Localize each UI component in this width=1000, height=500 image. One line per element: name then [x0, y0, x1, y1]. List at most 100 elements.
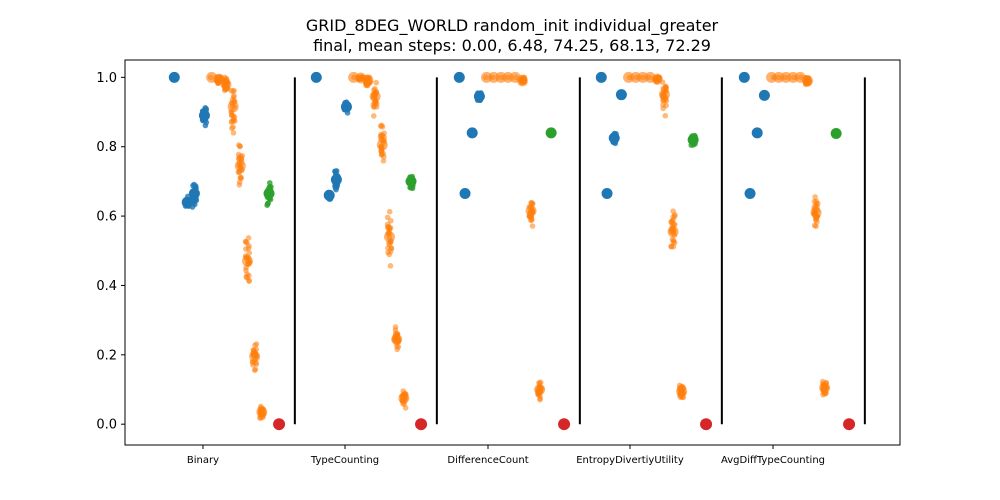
- mean-marker: [234, 160, 246, 172]
- y-axis: 0.0 0.2 0.4 0.6 0.8 1.0: [96, 71, 125, 433]
- mean-marker: [819, 382, 831, 394]
- y-tick-label: 0.2: [96, 348, 117, 363]
- y-tick-label: 0.4: [96, 279, 117, 294]
- mean-marker: [473, 90, 485, 102]
- mean-marker: [595, 71, 607, 83]
- axes-frame: [124, 59, 901, 446]
- data-point: [230, 130, 237, 136]
- plot-area: [168, 71, 866, 431]
- mean-marker: [383, 231, 395, 243]
- data-point: [529, 223, 536, 229]
- mean-marker: [700, 418, 713, 431]
- mean-marker: [273, 418, 286, 431]
- mean-marker: [615, 89, 627, 101]
- data-point: [384, 214, 391, 221]
- mean-marker: [608, 132, 620, 144]
- mean-marker: [658, 89, 670, 101]
- data-point: [528, 217, 534, 224]
- y-tick-label: 0.8: [96, 140, 117, 155]
- mean-marker: [667, 226, 679, 238]
- mean-marker: [198, 109, 210, 121]
- data-point: [387, 263, 394, 269]
- data-point: [394, 346, 400, 353]
- mean-marker: [744, 188, 756, 200]
- data-point: [659, 79, 666, 85]
- data-point: [370, 113, 377, 119]
- data-point: [266, 180, 273, 186]
- mean-marker: [256, 406, 268, 418]
- x-axis: Binary TypeCounting DifferenceCount Entropy…: [187, 445, 825, 466]
- mean-marker: [362, 75, 374, 87]
- mean-marker: [810, 207, 822, 219]
- mean-marker: [168, 71, 180, 83]
- mean-marker: [227, 101, 239, 113]
- mean-marker: [188, 188, 200, 200]
- mean-marker: [310, 71, 322, 83]
- data-point: [264, 200, 271, 207]
- mean-marker: [534, 384, 546, 396]
- data-point: [668, 243, 674, 250]
- data-point: [245, 235, 252, 241]
- x-tick-label: DifferenceCount: [447, 455, 528, 466]
- data-point: [384, 221, 391, 228]
- data-point: [246, 277, 252, 284]
- mean-marker: [758, 89, 770, 101]
- mean-marker: [751, 127, 763, 139]
- mean-marker: [249, 351, 261, 363]
- y-tick-label: 0.0: [96, 418, 117, 433]
- data-point: [242, 246, 249, 252]
- mean-marker: [323, 189, 335, 201]
- data-point: [252, 366, 259, 373]
- data-point: [814, 219, 820, 225]
- data-point: [244, 271, 250, 277]
- y-tick-label: 1.0: [96, 71, 117, 86]
- x-tick-label: AvgDiffTypeCounting: [721, 455, 825, 466]
- mean-marker: [676, 385, 688, 397]
- chart-title: GRID_8DEG_WORLD random_init individual_g…: [306, 16, 719, 36]
- mean-marker: [459, 188, 471, 200]
- mean-marker: [545, 127, 557, 139]
- data-point: [237, 175, 244, 181]
- mean-marker: [376, 139, 388, 151]
- data-point: [402, 405, 409, 411]
- data-point: [370, 101, 377, 108]
- data-point: [537, 395, 543, 402]
- mean-marker: [830, 128, 842, 140]
- mean-marker: [415, 418, 428, 431]
- mean-marker: [398, 392, 410, 404]
- data-point: [386, 208, 393, 215]
- x-tick-label: TypeCounting: [310, 455, 379, 466]
- data-point: [250, 362, 256, 368]
- data-point: [386, 251, 393, 258]
- data-point: [377, 123, 384, 129]
- mean-marker: [843, 418, 856, 431]
- data-point: [671, 239, 678, 246]
- data-point: [229, 96, 236, 103]
- x-tick-label: Binary: [187, 455, 219, 466]
- data-point: [229, 125, 235, 132]
- mean-marker: [330, 174, 342, 186]
- x-tick-label: EntropyDivertiyUtility: [576, 455, 684, 466]
- mean-marker: [220, 78, 232, 90]
- mean-marker: [687, 134, 699, 146]
- chart-subtitle: final, mean steps: 0.00, 6.48, 74.25, 68…: [313, 36, 711, 55]
- mean-marker: [340, 101, 352, 113]
- mean-marker: [263, 188, 275, 200]
- mean-marker: [558, 418, 571, 431]
- mean-marker: [738, 71, 750, 83]
- data-point: [237, 143, 243, 150]
- data-point: [381, 134, 387, 141]
- data-point: [236, 154, 243, 160]
- y-tick-label: 0.6: [96, 210, 117, 225]
- mean-marker: [601, 188, 613, 200]
- data-point: [660, 105, 667, 112]
- mean-marker: [466, 127, 478, 139]
- data-point: [812, 194, 818, 200]
- data-point: [662, 112, 669, 119]
- data-point: [380, 158, 387, 164]
- data-point: [253, 341, 260, 347]
- mean-marker: [516, 75, 528, 87]
- data-point: [820, 391, 826, 398]
- mean-marker: [801, 75, 813, 87]
